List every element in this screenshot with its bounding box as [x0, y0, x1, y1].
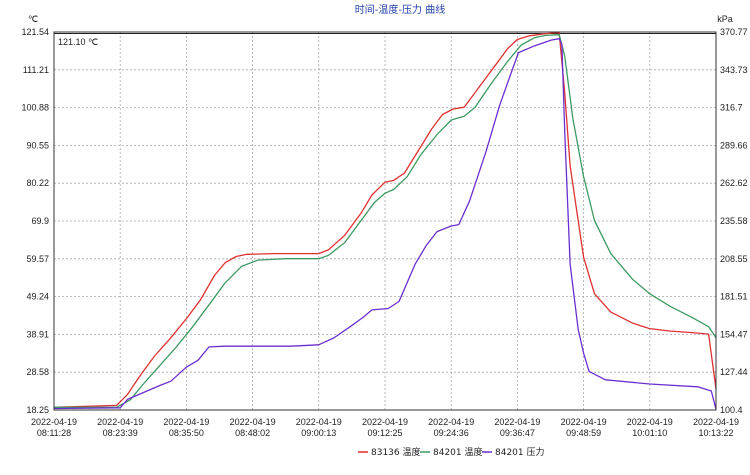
y-right-tick-label: 154.47	[720, 329, 748, 339]
x-tick-date: 2022-04-19	[296, 417, 342, 427]
legend: 83136 温度 84201 温度 84201 压力	[358, 446, 545, 458]
y-right-unit: kPa	[717, 14, 733, 24]
y-right-tick-label: 316.7	[720, 103, 743, 113]
x-tick-time: 09:12:25	[367, 428, 402, 438]
x-tick-time: 09:00:13	[301, 428, 336, 438]
x-tick-time: 09:36:47	[500, 428, 535, 438]
plot-area-frame	[53, 31, 717, 411]
x-tick-date: 2022-04-19	[561, 417, 607, 427]
series-line-1	[53, 32, 717, 408]
y-left-tick-label: 28.58	[26, 367, 49, 377]
y-right-tick-label: 100.4	[720, 405, 743, 415]
y-left-tick-label: 111.21	[23, 65, 49, 75]
y-left-tick-label: 100.88	[21, 103, 49, 113]
y-left-tick-label: 69.9	[31, 216, 49, 226]
x-tick-date: 2022-04-19	[693, 417, 739, 427]
x-tick-date: 2022-04-19	[97, 417, 143, 427]
x-tick-date: 2022-04-19	[627, 417, 673, 427]
x-tick-date: 2022-04-19	[428, 417, 474, 427]
x-tick-time: 10:01:10	[632, 428, 667, 438]
setpoint-label: 121.10 ℃	[58, 37, 98, 47]
series-line-3	[53, 38, 717, 410]
series-line-2	[54, 34, 717, 408]
x-tick-time: 08:35:50	[169, 428, 204, 438]
y-left-tick-label: 80.22	[26, 178, 49, 188]
x-tick-time: 08:48:02	[235, 428, 270, 438]
y-left-tick-label: 121.54	[21, 27, 49, 37]
y-left-unit: ℃	[28, 14, 38, 24]
series-lines	[53, 32, 717, 410]
grid-lines	[54, 32, 716, 410]
legend-label-1: 83136 温度	[371, 446, 421, 458]
legend-label-2: 84201 温度	[433, 446, 483, 458]
y-right-tick-label: 289.66	[720, 140, 748, 150]
x-tick-date: 2022-04-19	[362, 417, 408, 427]
y-left-tick-label: 38.91	[26, 329, 49, 339]
x-tick-date: 2022-04-19	[230, 417, 276, 427]
x-tick-time: 08:11:28	[37, 428, 71, 438]
x-tick-date: 2022-04-19	[163, 417, 209, 427]
x-axis: 2022-04-1908:11:282022-04-1908:23:392022…	[31, 417, 739, 438]
y-right-tick-label: 343.73	[720, 65, 748, 75]
y-left-tick-label: 18.25	[26, 405, 49, 415]
x-tick-date: 2022-04-19	[494, 417, 540, 427]
x-tick-time: 09:48:59	[566, 428, 601, 438]
x-tick-time: 09:24:36	[434, 428, 469, 438]
x-tick-time: 08:23:39	[103, 428, 138, 438]
x-tick-time: 10:13:22	[698, 428, 733, 438]
y-right-tick-label: 127.44	[720, 367, 748, 377]
y-left-tick-label: 90.55	[26, 140, 49, 150]
y-left-axis: 121.54 111.21 100.88 90.55 80.22 69.9 59.57 49.…	[21, 27, 49, 415]
legend-label-3: 84201 压力	[495, 446, 545, 458]
x-tick-date: 2022-04-19	[31, 417, 77, 427]
y-left-tick-label: 49.24	[26, 292, 49, 302]
y-right-tick-label: 181.51	[720, 292, 748, 302]
y-left-tick-label: 59.57	[26, 254, 49, 264]
y-right-tick-label: 370.77	[720, 27, 748, 37]
y-right-tick-label: 235.58	[720, 216, 748, 226]
chart-title: 时间-温度-压力 曲线	[355, 3, 445, 16]
y-right-tick-label: 262.62	[720, 178, 748, 188]
y-right-tick-label: 208.55	[720, 254, 748, 264]
y-right-axis: 370.77 343.73 316.7 289.66 262.62 235.58 208.5…	[720, 27, 748, 415]
